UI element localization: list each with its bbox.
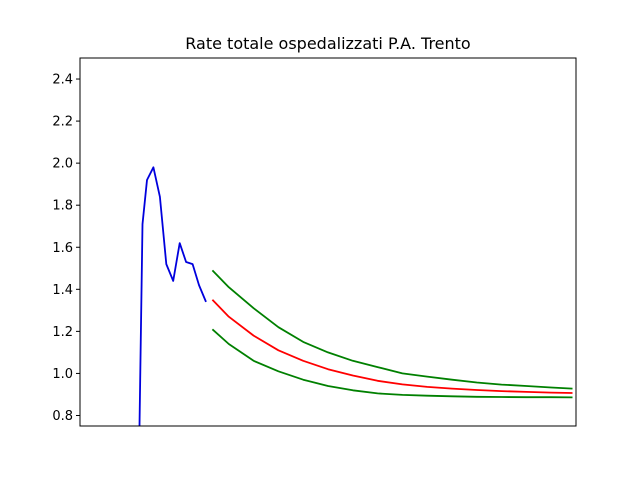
y-tick-label: 1.4	[52, 283, 73, 298]
y-tick-label: 1.2	[52, 325, 73, 340]
series-line-1	[211, 299, 573, 394]
y-tick-label: 2.4	[52, 73, 73, 88]
y-tick-label: 2.2	[52, 115, 73, 130]
y-tick-label: 0.8	[52, 409, 73, 424]
plot-area-frame	[79, 57, 577, 427]
series-line-3	[211, 328, 573, 399]
y-tick-label: 1.0	[52, 367, 73, 382]
chart-title: Rate totale ospedalizzati P.A. Trento	[185, 34, 470, 53]
series-line-0	[138, 166, 207, 427]
y-tick-label: 2.0	[52, 157, 73, 172]
series-line-2	[211, 269, 573, 390]
y-tick-label: 1.8	[52, 199, 73, 214]
y-tick-label: 1.6	[52, 241, 73, 256]
plot-lines	[138, 166, 573, 427]
y-axis-ticks: 0.8 1.0 1.2 1.4 1.6 1.8 2.0 2.2 2.4	[52, 73, 80, 424]
